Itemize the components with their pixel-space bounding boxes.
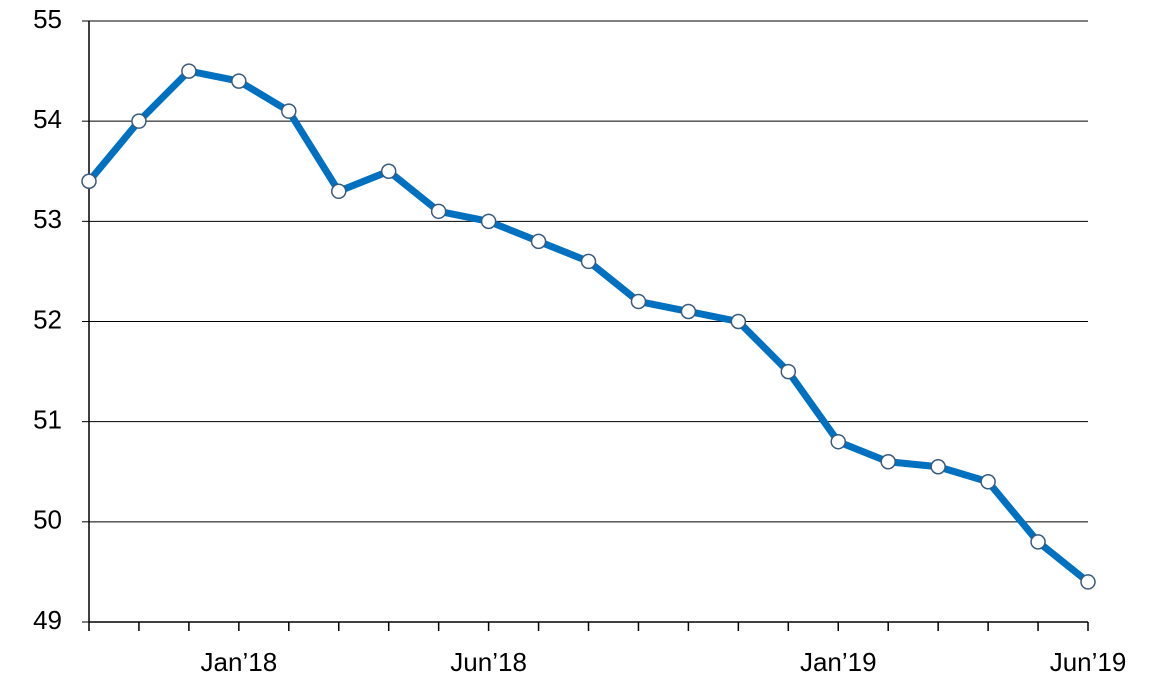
marker <box>430 203 447 220</box>
y-tick-label: 49 <box>33 605 62 635</box>
line <box>86 67 1091 585</box>
marker <box>181 63 197 79</box>
marker <box>1080 574 1096 590</box>
marker <box>480 213 497 230</box>
marker <box>281 103 297 119</box>
marker <box>630 293 647 310</box>
y-tick-label: 52 <box>33 304 62 334</box>
marker <box>830 433 846 450</box>
marker <box>530 233 547 250</box>
marker <box>81 173 97 190</box>
marker <box>730 313 747 330</box>
marker <box>131 113 147 129</box>
y-tick-label: 55 <box>33 4 62 34</box>
marker <box>380 163 397 179</box>
marker <box>980 474 996 490</box>
x-tick-label: Jun’19 <box>1050 647 1127 677</box>
marker <box>580 253 597 270</box>
y-tick-label: 51 <box>33 405 62 435</box>
marker <box>331 183 347 200</box>
y-tick-label: 50 <box>33 505 62 535</box>
x-tick-label: Jan’18 <box>201 647 278 677</box>
marker <box>1030 534 1046 550</box>
marker <box>231 73 247 89</box>
marker <box>930 458 946 475</box>
x-tick-label: Jun’18 <box>450 647 527 677</box>
x-tick-label: Jan’19 <box>800 647 877 677</box>
marker <box>780 363 797 380</box>
y-tick-label: 53 <box>33 204 62 234</box>
marker <box>680 303 697 320</box>
y-tick-label: 54 <box>33 104 62 134</box>
marker <box>880 453 896 470</box>
